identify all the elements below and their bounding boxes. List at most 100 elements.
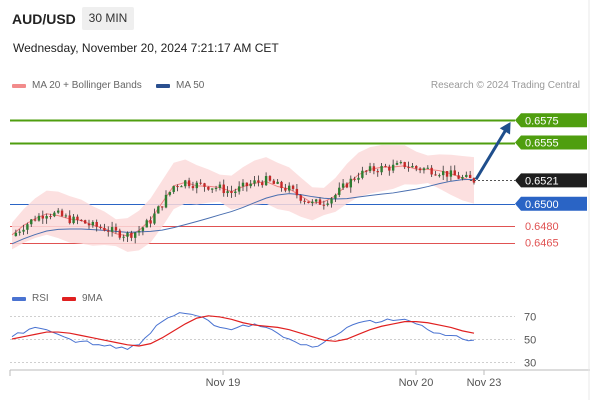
price-tag-0.6575 <box>515 113 587 128</box>
candle-body <box>22 229 25 232</box>
candle-body <box>157 206 160 214</box>
candle-body <box>442 171 445 176</box>
candle-body <box>307 201 310 204</box>
candle-body <box>422 168 426 171</box>
candle-body <box>365 170 368 172</box>
candle-body <box>338 187 341 195</box>
candle-body <box>264 176 268 186</box>
candle-body <box>164 194 168 208</box>
forecast-arrow-shaft <box>474 125 510 181</box>
candle-body <box>49 216 52 218</box>
candle-body <box>211 188 214 190</box>
price-tag-text-0.6555: 0.6555 <box>525 138 559 150</box>
candle-body <box>418 168 422 171</box>
candle-body <box>330 198 333 204</box>
candle-body <box>207 186 210 190</box>
candle-body <box>353 178 356 180</box>
candle-body <box>426 167 429 169</box>
candle-body <box>326 203 329 205</box>
candle-body <box>461 176 464 179</box>
candle-body <box>57 210 60 213</box>
candle-body <box>141 227 145 231</box>
candle-body <box>445 171 449 177</box>
candle-body <box>176 186 179 188</box>
candle-body <box>214 187 218 189</box>
candle-body <box>222 184 225 194</box>
legend-label-rsi: RSI <box>32 293 49 304</box>
candle-body <box>53 212 56 217</box>
timestamp: Wednesday, November 20, 2024 7:21:17 AM … <box>13 41 279 55</box>
rsi-tick-50: 50 <box>524 335 536 347</box>
candle-body <box>391 164 395 171</box>
candle-body <box>299 195 302 201</box>
candle-body <box>430 167 433 175</box>
legend-swatch-rsi-ma <box>62 296 76 301</box>
candle-body <box>376 171 379 173</box>
candles <box>14 159 476 244</box>
candle-body <box>384 165 387 167</box>
candle-body <box>91 221 95 226</box>
candle-body <box>257 180 260 183</box>
legend-ma50: MA 50 <box>156 80 204 91</box>
candle-body <box>168 191 172 195</box>
candle-body <box>149 220 152 224</box>
candle-body <box>230 191 233 194</box>
candle-body <box>403 162 406 168</box>
candle-body <box>118 230 121 238</box>
candle-body <box>37 215 41 221</box>
candle-body <box>245 182 249 187</box>
candle-body <box>399 162 403 164</box>
candle-body <box>218 184 222 188</box>
candle-body <box>30 219 33 225</box>
price-tag-text-0.6575: 0.6575 <box>525 115 559 127</box>
x-tick-label-0: Nov 19 <box>206 377 241 389</box>
legend-swatch-rsi <box>12 296 26 301</box>
candle-body <box>438 175 441 177</box>
candle-body <box>357 177 360 180</box>
candle-body <box>311 201 314 204</box>
candle-body <box>103 227 106 231</box>
candle-body <box>145 220 148 228</box>
candle-body <box>284 188 287 191</box>
price-label-0.6465: 0.6465 <box>525 238 559 250</box>
candle-body <box>45 216 48 219</box>
candle-body <box>72 216 75 224</box>
candle-body <box>272 180 275 184</box>
legend-rsi: RSI <box>12 293 49 304</box>
rsi-panel: 70 50 30 <box>10 312 536 370</box>
candle-body <box>18 231 21 233</box>
price-label-0.6480: 0.6480 <box>525 221 559 233</box>
candle-body <box>280 181 283 189</box>
candle-body <box>341 183 345 188</box>
price-tag-0.6555 <box>515 135 587 150</box>
candle-body <box>368 166 372 172</box>
price-tag-text-0.6500: 0.6500 <box>525 199 559 211</box>
candle-body <box>114 227 118 231</box>
candle-body <box>345 183 349 188</box>
legend-label-bollinger: MA 20 + Bollinger Bands <box>32 80 142 91</box>
legend-swatch-ma50 <box>156 83 170 88</box>
candle-body <box>64 215 68 217</box>
candle-body <box>291 185 295 189</box>
candle-body <box>172 186 175 192</box>
candle-body <box>261 182 264 186</box>
bollinger-band <box>12 144 474 252</box>
candle-body <box>184 180 187 187</box>
legend-label-ma50: MA 50 <box>176 80 205 91</box>
candle-body <box>457 175 460 179</box>
x-tick-label-2: Nov 23 <box>467 377 502 389</box>
candle-body <box>465 174 468 177</box>
candle-body <box>87 223 91 226</box>
forecast-arrow-head <box>499 121 511 135</box>
candle-body <box>180 186 183 188</box>
timeframe-badge[interactable]: 30 MIN <box>82 7 134 30</box>
candle-body <box>276 181 279 184</box>
candle-body <box>137 230 141 233</box>
candle-body <box>411 166 414 168</box>
candle-body <box>26 224 29 230</box>
candle-body <box>122 236 125 238</box>
rsi-line <box>11 312 475 351</box>
rsi-ma-line <box>11 315 475 347</box>
